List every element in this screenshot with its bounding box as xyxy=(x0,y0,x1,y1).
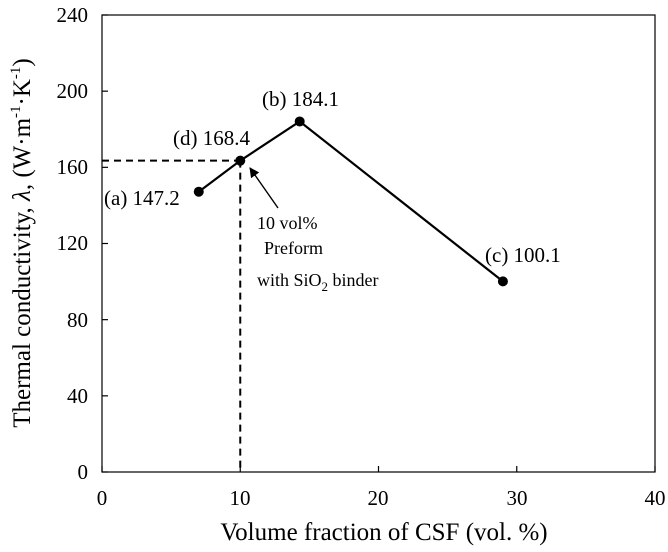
data-points xyxy=(193,116,508,287)
y-tick-label: 120 xyxy=(57,231,89,255)
data-point xyxy=(497,276,508,287)
y-tick-label: 240 xyxy=(57,3,89,27)
annotation-line-3: with SiO2 binder xyxy=(257,270,379,294)
axis-ticks xyxy=(101,14,656,473)
y-axis-title: Thermal conductivity, λ, (W·m-1·K-1) xyxy=(8,58,36,428)
y-tick-label: 0 xyxy=(78,460,89,484)
data-point xyxy=(294,116,305,127)
x-tick-label: 10 xyxy=(230,486,251,510)
point-label-d: (d) 168.4 xyxy=(173,126,250,150)
data-point xyxy=(235,155,246,166)
plot-frame xyxy=(101,14,656,473)
x-tick-label: 20 xyxy=(368,486,389,510)
series-line xyxy=(198,120,504,283)
annotation-line-2: Preform xyxy=(264,238,323,258)
x-tick-label: 40 xyxy=(645,486,666,510)
y-tick-labels: 0 40 80 120 160 200 240 xyxy=(57,3,89,484)
x-tick-label: 30 xyxy=(507,486,528,510)
x-tick-labels: 0 10 20 30 40 xyxy=(97,486,666,510)
y-tick-label: 40 xyxy=(67,384,88,408)
point-label-c: (c) 100.1 xyxy=(485,243,561,267)
data-point xyxy=(193,186,204,197)
point-label-b: (b) 184.1 xyxy=(262,87,339,111)
point-label-a: (a) 147.2 xyxy=(104,186,180,210)
annotation-line-1: 10 vol% xyxy=(257,213,318,233)
annotation-arrow xyxy=(249,167,279,209)
y-tick-label: 80 xyxy=(67,308,88,332)
x-axis-title: Volume fraction of CSF (vol. %) xyxy=(220,519,547,546)
x-tick-label: 0 xyxy=(97,486,108,510)
y-tick-label: 200 xyxy=(57,79,89,103)
y-tick-label: 160 xyxy=(57,155,89,179)
